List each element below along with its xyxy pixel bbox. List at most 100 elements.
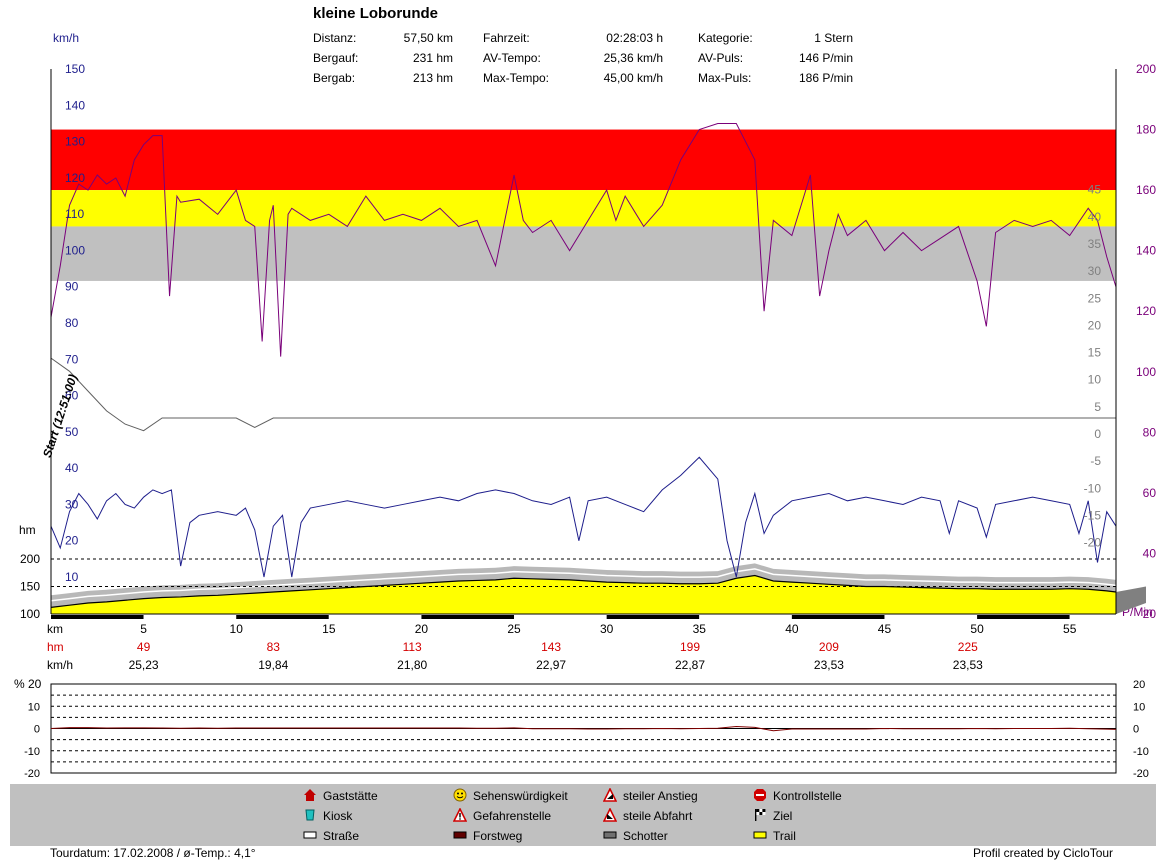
elevation-tick-label: 150: [20, 580, 40, 594]
km-row-label: km: [47, 622, 63, 636]
segment-elevation-value: 143: [541, 640, 562, 654]
elevation-tick-label: 100: [20, 607, 40, 621]
road-surface-segment: [884, 615, 978, 619]
grade-tick-label-left: -20: [24, 768, 40, 780]
smiley-icon: [453, 788, 467, 802]
road-swatch-icon: [303, 831, 317, 839]
temperature-tick-label: 45: [1088, 183, 1102, 197]
main-profile-chart: 1020304050607080901001101201301401501001…: [20, 62, 1157, 636]
speed-tick-label: 70: [65, 352, 79, 366]
grade-tick-label-right: -10: [1133, 746, 1149, 758]
stat-maxpulse-label: Max-Puls:: [698, 71, 752, 85]
stop-sign-icon: [754, 789, 766, 801]
stat-ridetime-value: 02:28:03 h: [606, 31, 663, 45]
temperature-tick-label: 35: [1088, 237, 1102, 251]
grade-line: [50, 725, 1117, 732]
speed-axis-unit: km/h: [53, 31, 80, 45]
stat-avgpulse-value: 146 P/min: [798, 51, 853, 65]
pulse-tick-label: 200: [1136, 62, 1156, 76]
legend-item-kiosk: Kiosk: [303, 808, 352, 823]
segment-elevation-value: 113: [402, 640, 422, 654]
stat-distance-value: 57,50 km: [403, 31, 453, 45]
stat-maxspeed-label: Max-Tempo:: [483, 71, 550, 85]
pulse-tick-label: 20: [1143, 607, 1157, 621]
km-tick-label: 20: [415, 622, 429, 636]
elevation-3d-edge: [1116, 586, 1146, 614]
legend-label: Gaststätte: [323, 789, 378, 803]
speed-tick-label: 20: [65, 534, 79, 548]
stat-maxpulse-value: 186 P/min: [798, 71, 853, 85]
segment-elevation-value: 49: [136, 640, 151, 654]
speed-tick-label: 110: [65, 207, 84, 221]
elevation-tick-label: 200: [20, 552, 40, 566]
stat-distance-label: Distanz:: [313, 31, 357, 45]
legend-item-steep-descent: steile Abfahrt: [602, 807, 692, 823]
finish-flag-icon: [755, 809, 766, 821]
segment-speed-value: 19,84: [258, 658, 289, 672]
legend-item-danger: Gefahrenstelle: [452, 807, 552, 823]
legend-item-road: Straße: [303, 828, 359, 843]
km-tick-label: 15: [322, 622, 336, 636]
temperature-tick-label: -20: [1084, 536, 1102, 550]
road-surface-segment: [1069, 615, 1116, 619]
km-tick-label: 30: [600, 622, 614, 636]
speed-tick-label: 100: [65, 243, 85, 257]
pulse-tick-label: 120: [1136, 304, 1156, 318]
stat-category-value: 1 Stern: [814, 31, 853, 45]
hm-row-label: hm: [47, 640, 64, 654]
stat-ascent-value: 231 hm: [412, 51, 453, 65]
legend-label: Kontrollstelle: [773, 789, 842, 803]
speed-line: [50, 456, 1117, 578]
road-surface-segment: [514, 615, 607, 619]
temperature-tick-label: 40: [1088, 210, 1102, 224]
temperature-tick-label: 20: [1088, 318, 1102, 332]
speed-tick-label: 40: [65, 461, 79, 475]
stat-category-label: Kategorie:: [698, 31, 753, 45]
temperature-tick-label: 25: [1088, 291, 1102, 305]
segment-speed-value: 21,80: [397, 658, 428, 672]
stat-avgpulse-label: AV-Puls:: [698, 51, 744, 65]
segment-elevation-value: 199: [679, 640, 701, 654]
temperature-tick-label: 5: [1094, 400, 1101, 414]
road-surface-segment: [51, 615, 144, 619]
footer-credit: Profil created by CicloTour: [973, 846, 1114, 860]
segment-elevation-value: 83: [266, 640, 280, 654]
page-title: kleine Loborunde: [313, 5, 439, 22]
segment-elevation-value: 225: [957, 640, 978, 654]
legend-item-restaurant: Gaststätte: [303, 788, 378, 803]
legend-item-checkpoint: Kontrollstelle: [753, 788, 842, 803]
road-surface-segment: [977, 615, 1070, 619]
stat-avgspeed-label: AV-Tempo:: [483, 51, 541, 65]
pulse-zone-band: [51, 226, 1116, 281]
elevation-axis-unit: hm: [19, 523, 36, 537]
pulse-tick-label: 180: [1136, 123, 1156, 137]
climb-warning-icon: [602, 787, 618, 802]
elevation-highlight-line: [50, 568, 1117, 602]
road-surface-segment: [791, 615, 885, 619]
grade-chart: -20 -20 -10 -10 0 0 10 10 20: [24, 680, 1149, 780]
legend-item-gravel: Schotter: [603, 828, 668, 843]
speed-tick-label: 130: [65, 135, 85, 149]
km-tick-label: 40: [785, 622, 799, 636]
grade-tick-label-right: -20: [1133, 768, 1149, 780]
pulse-tick-label: 100: [1136, 365, 1156, 379]
km-tick-label: 55: [1063, 622, 1077, 636]
pulse-line: [50, 123, 1117, 357]
elevation-shadow-band: [51, 563, 1116, 611]
legend-label: Trail: [773, 829, 796, 843]
segment-speed-value: 23,53: [813, 658, 844, 672]
stat-maxspeed-value: 45,00 km/h: [603, 71, 663, 85]
pulse-tick-label: 80: [1143, 425, 1157, 439]
pulse-tick-label: 40: [1143, 546, 1157, 560]
segment-speed-value: 22,87: [674, 658, 706, 672]
legend-label: Gefahrenstelle: [473, 809, 552, 823]
segment-speed-value: 23,53: [952, 658, 983, 672]
grade-axis-unit: % 20: [14, 677, 42, 691]
segment-speed-value: 25,23: [128, 658, 159, 672]
road-surface-segment: [421, 615, 515, 619]
legend-item-trail: Trail: [753, 828, 796, 843]
temperature-tick-label: 10: [1088, 373, 1102, 387]
grade-tick-label-right: 0: [1133, 724, 1139, 736]
legend-item-steep-climb: steiler Anstieg: [602, 787, 698, 803]
forest-swatch-icon: [453, 831, 467, 839]
